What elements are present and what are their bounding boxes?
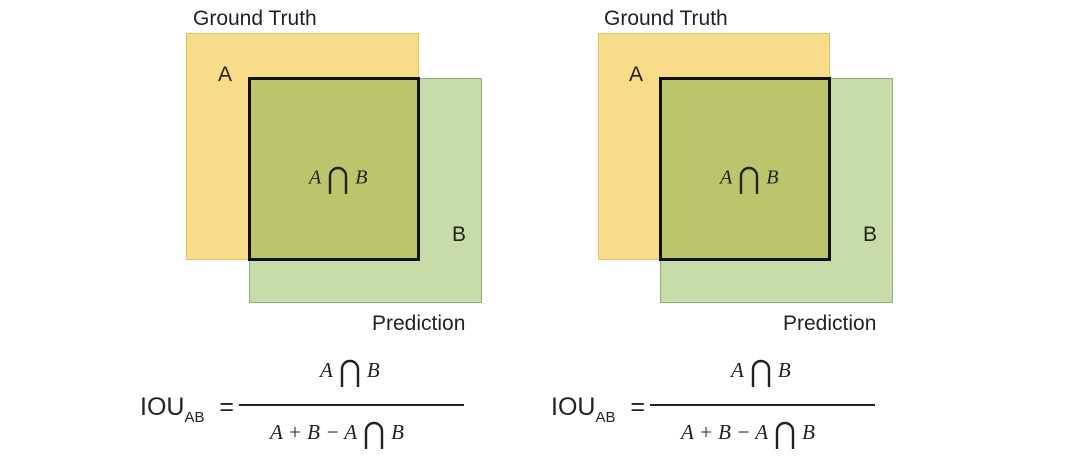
cap-icon (750, 357, 772, 387)
fraction-bar (239, 404, 464, 406)
b-label: B (863, 223, 878, 246)
iou-subscript: AB (184, 409, 205, 426)
set-a-symbol: A (720, 166, 733, 189)
iou-subscript: AB (595, 409, 616, 426)
iou-label: IOUAB = (140, 393, 235, 426)
set-a-symbol: A (309, 166, 322, 189)
cap-icon (738, 164, 760, 194)
prediction-label: Prediction (372, 312, 466, 335)
cap-icon (363, 419, 385, 449)
equals-sign: = (219, 393, 235, 421)
iou-label: IOUAB = (551, 393, 646, 426)
cap-icon (339, 357, 361, 387)
cap-icon (774, 419, 796, 449)
set-b-symbol: B (766, 166, 779, 189)
set-b-symbol: B (355, 166, 368, 189)
equals-sign: = (630, 393, 646, 421)
ground-truth-label: Ground Truth (193, 7, 317, 30)
b-label: B (452, 223, 467, 246)
cap-icon (327, 164, 349, 194)
fraction-bar (650, 404, 875, 406)
a-label: A (629, 63, 644, 86)
a-label: A (218, 63, 233, 86)
ground-truth-label: Ground Truth (604, 7, 728, 30)
prediction-label: Prediction (783, 312, 877, 335)
